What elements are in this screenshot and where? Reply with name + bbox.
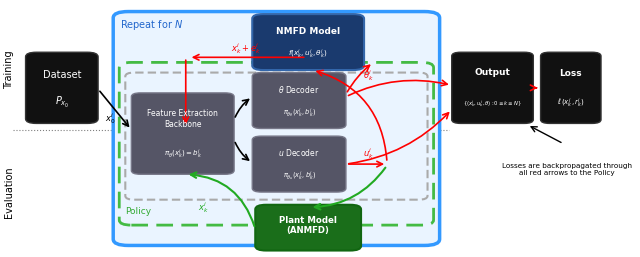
FancyBboxPatch shape bbox=[252, 14, 364, 70]
Text: Losses are backpropagated through
all red arrows to the Policy: Losses are backpropagated through all re… bbox=[502, 163, 632, 176]
FancyBboxPatch shape bbox=[26, 52, 98, 123]
Text: $\pi_{\theta_u}(x_k^i, b_k^i)$: $\pi_{\theta_u}(x_k^i, b_k^i)$ bbox=[282, 170, 316, 183]
FancyBboxPatch shape bbox=[255, 205, 361, 251]
FancyBboxPatch shape bbox=[113, 12, 440, 245]
Text: Loss: Loss bbox=[559, 69, 582, 78]
Text: $x_k^i$: $x_k^i$ bbox=[198, 200, 209, 215]
Text: Feature Extraction
Backbone: Feature Extraction Backbone bbox=[147, 109, 218, 129]
Text: $\theta_k^i$: $\theta_k^i$ bbox=[363, 68, 374, 82]
Text: $P_{x_0}$: $P_{x_0}$ bbox=[54, 95, 69, 109]
FancyBboxPatch shape bbox=[452, 52, 533, 123]
FancyBboxPatch shape bbox=[131, 93, 234, 174]
Text: Output: Output bbox=[475, 68, 511, 77]
Text: $u$ Decoder: $u$ Decoder bbox=[278, 148, 320, 158]
Text: Plant Model
(ANMFD): Plant Model (ANMFD) bbox=[279, 216, 337, 235]
Text: $\{(x_k^i,u_k^i,\theta):0\leq k\leq N\}$: $\{(x_k^i,u_k^i,\theta):0\leq k\leq N\}$ bbox=[463, 98, 522, 109]
Text: $x_k^i + e_k^i$: $x_k^i + e_k^i$ bbox=[231, 41, 261, 56]
Text: Evaluation: Evaluation bbox=[4, 166, 13, 218]
FancyBboxPatch shape bbox=[252, 136, 346, 192]
Text: $\pi_\theta(x_k^i) = b_k^i$: $\pi_\theta(x_k^i) = b_k^i$ bbox=[164, 147, 202, 161]
Text: $u_k^i$: $u_k^i$ bbox=[363, 146, 374, 161]
Text: $\theta$ Decoder: $\theta$ Decoder bbox=[278, 84, 320, 95]
Text: NMFD Model: NMFD Model bbox=[276, 27, 340, 36]
Text: $\pi_{\theta_\theta}(x_k^i, b_k^i)$: $\pi_{\theta_\theta}(x_k^i, b_k^i)$ bbox=[283, 106, 316, 120]
Text: Repeat for $N$: Repeat for $N$ bbox=[120, 18, 184, 32]
Text: Dataset: Dataset bbox=[43, 70, 81, 80]
FancyBboxPatch shape bbox=[252, 72, 346, 128]
FancyBboxPatch shape bbox=[541, 52, 601, 123]
Text: $f(x_k^i, u_k^i, \theta_k^i)$: $f(x_k^i, u_k^i, \theta_k^i)$ bbox=[288, 48, 328, 61]
Text: $\ell\,(x_k^i, r_k^i)$: $\ell\,(x_k^i, r_k^i)$ bbox=[557, 97, 584, 110]
Text: $x_0^i$: $x_0^i$ bbox=[105, 111, 115, 126]
Text: Training: Training bbox=[4, 51, 13, 89]
Text: Policy: Policy bbox=[125, 207, 152, 216]
